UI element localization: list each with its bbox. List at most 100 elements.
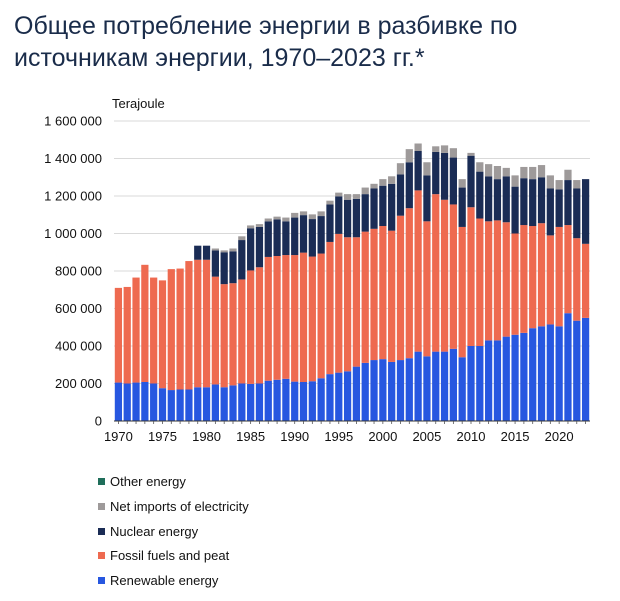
bar-segment-nuclear-energy-1991 (299, 215, 308, 253)
bar-segment-nuclear-energy-2019 (546, 188, 554, 236)
bar-segment-fossil-fuels-and-peat-2015 (511, 233, 519, 335)
bar-segment-net-imports-of-electricity-1984 (238, 236, 246, 241)
bar-segment-fossil-fuels-and-peat-2019 (546, 235, 554, 325)
legend-label: Net imports of electricity (110, 498, 249, 514)
bar-segment-fossil-fuels-and-peat-1985 (247, 270, 255, 384)
bar-segment-renewable-energy-1980 (202, 387, 211, 421)
bar-segment-nuclear-energy-1985 (247, 228, 255, 271)
bar-segment-net-imports-of-electricity-1981 (211, 248, 219, 251)
chart-title: Общее потребление энергии в разбивке по … (14, 12, 518, 72)
bar-segment-fossil-fuels-and-peat-2016 (520, 225, 528, 333)
bar-segment-renewable-energy-2018 (537, 326, 546, 421)
bar-segment-renewable-energy-2021 (564, 313, 572, 421)
bar-segment-nuclear-energy-2008 (449, 157, 457, 205)
bar-segment-renewable-energy-1997 (352, 366, 361, 422)
bar-segment-renewable-energy-1988 (273, 379, 281, 421)
bar-segment-nuclear-energy-1988 (273, 219, 281, 256)
bar-segment-nuclear-energy-2018 (537, 177, 546, 224)
bar-segment-renewable-energy-2007 (440, 351, 449, 422)
bar-segment-nuclear-energy-1983 (229, 251, 237, 284)
bar-segment-renewable-energy-1990 (291, 381, 299, 422)
legend-swatch (98, 478, 105, 486)
bar-segment-fossil-fuels-and-peat-1994 (326, 241, 334, 375)
x-tick-label: 2015 (501, 429, 530, 444)
bar-segment-fossil-fuels-and-peat-1984 (238, 279, 246, 384)
bar-segment-fossil-fuels-and-peat-1992 (308, 256, 316, 382)
bar-segment-net-imports-of-electricity-1986 (255, 224, 264, 227)
bar-segment-net-imports-of-electricity-2016 (520, 166, 528, 179)
y-tick-label: 0 (95, 414, 102, 429)
bar-segment-nuclear-energy-2010 (467, 155, 475, 208)
bar-segment-fossil-fuels-and-peat-1974 (150, 277, 158, 384)
bar-segment-net-imports-of-electricity-2017 (529, 166, 537, 180)
bar-segment-renewable-energy-2005 (423, 356, 431, 421)
bar-segment-nuclear-energy-2021 (564, 180, 572, 226)
bar-segment-fossil-fuels-and-peat-2011 (476, 218, 484, 346)
bar-segment-renewable-energy-1992 (308, 381, 316, 421)
bar-segment-fossil-fuels-and-peat-2018 (537, 223, 546, 327)
bar-segment-nuclear-energy-1986 (255, 226, 264, 268)
legend-swatch (98, 527, 105, 535)
bar-segment-renewable-energy-1999 (370, 360, 378, 421)
bar-segment-nuclear-energy-2017 (529, 179, 537, 227)
legend-item-net-imports-of-electricity: Net imports of electricity (98, 495, 249, 520)
x-tick-label: 2000 (368, 429, 397, 444)
bar-segment-fossil-fuels-and-peat-1977 (176, 268, 184, 390)
bar-segment-net-imports-of-electricity-2019 (546, 175, 554, 189)
bar-segment-fossil-fuels-and-peat-2000 (379, 226, 387, 360)
bar-segment-renewable-energy-1973 (141, 382, 149, 421)
bar-segment-nuclear-energy-1993 (317, 216, 325, 254)
bar-segment-renewable-energy-1977 (176, 389, 184, 421)
y-tick-label: 1 400 000 (44, 151, 102, 166)
bar-segment-net-imports-of-electricity-1996 (343, 194, 352, 200)
y-tick-label: 1 000 000 (44, 226, 102, 241)
legend-item-other-energy: Other energy (98, 470, 249, 495)
bar-segment-net-imports-of-electricity-2002 (396, 163, 405, 175)
bar-segment-nuclear-energy-2001 (388, 183, 396, 231)
bar-segment-net-imports-of-electricity-1987 (264, 218, 272, 222)
bar-segment-fossil-fuels-and-peat-1990 (291, 255, 299, 382)
bar-segment-fossil-fuels-and-peat-1982 (220, 284, 228, 388)
bar-segment-fossil-fuels-and-peat-1981 (211, 276, 219, 385)
bar-segment-fossil-fuels-and-peat-1993 (317, 253, 325, 379)
bar-segment-nuclear-energy-1982 (220, 252, 228, 285)
y-tick-label: 400 000 (55, 339, 102, 354)
bar-segment-fossil-fuels-and-peat-2003 (405, 208, 413, 359)
bar-segment-net-imports-of-electricity-1993 (317, 211, 325, 217)
bar-segment-net-imports-of-electricity-2008 (449, 148, 457, 158)
bar-segment-renewable-energy-2001 (388, 361, 396, 421)
bar-segment-fossil-fuels-and-peat-1970 (114, 287, 123, 383)
bar-segment-fossil-fuels-and-peat-2006 (432, 194, 440, 352)
bar-segment-nuclear-energy-1996 (343, 199, 352, 238)
x-tick-label: 1975 (148, 429, 177, 444)
bar-segment-fossil-fuels-and-peat-1983 (229, 283, 237, 386)
bar-segment-fossil-fuels-and-peat-2017 (529, 226, 537, 329)
bar-segment-fossil-fuels-and-peat-1998 (361, 231, 369, 363)
bar-segment-fossil-fuels-and-peat-1997 (352, 237, 361, 367)
bar-segment-renewable-energy-2014 (502, 336, 510, 422)
bar-segment-fossil-fuels-and-peat-2023 (581, 243, 590, 318)
bar-segment-fossil-fuels-and-peat-2002 (396, 215, 405, 361)
bar-segment-nuclear-energy-2002 (396, 174, 405, 216)
x-tick-label: 2010 (457, 429, 486, 444)
bar-segment-fossil-fuels-and-peat-2012 (485, 221, 493, 341)
bar-segment-net-imports-of-electricity-1999 (370, 183, 378, 189)
bar-segment-nuclear-energy-1987 (264, 221, 272, 257)
bar-segment-renewable-energy-1970 (114, 382, 123, 421)
x-tick-label: 1995 (324, 429, 353, 444)
bar-segment-net-imports-of-electricity-2005 (423, 162, 431, 176)
bar-segment-fossil-fuels-and-peat-1989 (282, 255, 290, 379)
bar-segment-nuclear-energy-1994 (326, 204, 334, 242)
legend-swatch (98, 552, 105, 560)
bar-segment-renewable-energy-2017 (529, 328, 537, 421)
bar-segment-nuclear-energy-1997 (352, 198, 361, 238)
x-tick-label: 1970 (104, 429, 133, 444)
bar-segment-renewable-energy-1987 (264, 380, 272, 421)
legend-item-fossil-fuels-and-peat: Fossil fuels and peat (98, 544, 249, 569)
legend-label: Renewable energy (110, 573, 219, 589)
bar-segment-nuclear-energy-2023 (581, 179, 590, 244)
bar-segment-renewable-energy-2019 (546, 324, 554, 421)
bar-segment-nuclear-energy-2006 (432, 151, 440, 195)
bar-segment-net-imports-of-electricity-1982 (220, 250, 228, 253)
bar-segment-renewable-energy-1989 (282, 378, 290, 421)
